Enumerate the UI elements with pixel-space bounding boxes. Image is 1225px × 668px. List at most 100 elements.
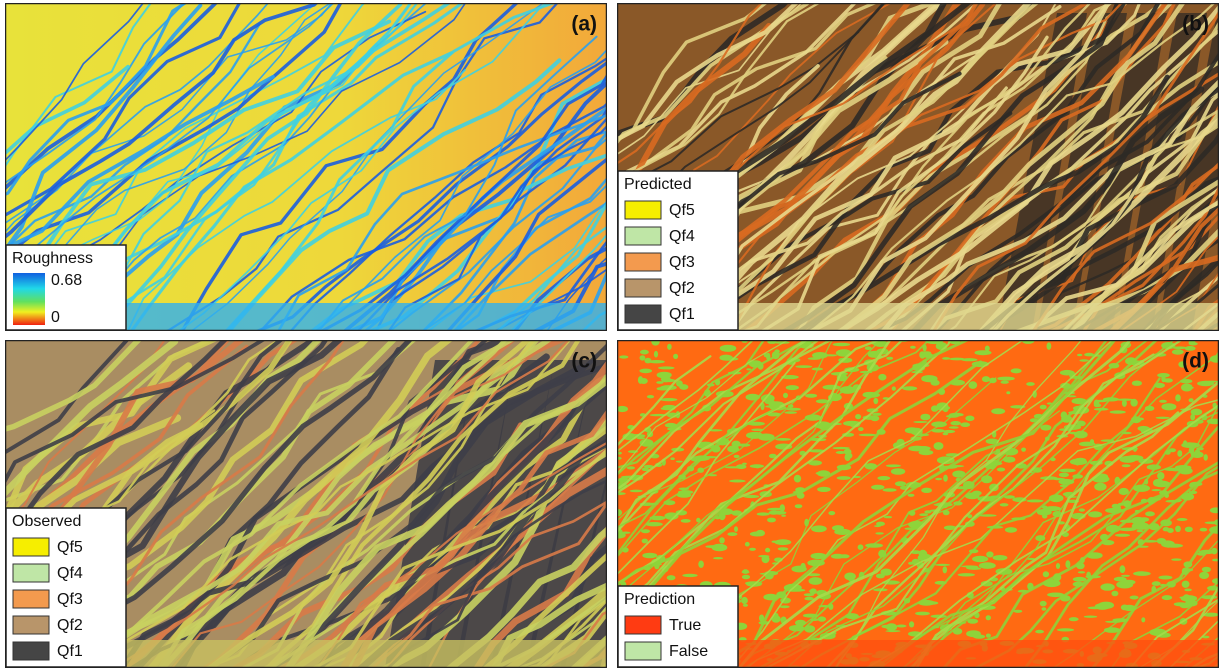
- map-speckle: [741, 597, 748, 604]
- map-speckle: [1130, 596, 1139, 600]
- map-speckle: [786, 385, 799, 390]
- map-speckle: [891, 468, 905, 475]
- map-speckle: [781, 515, 786, 517]
- map-speckle: [1184, 589, 1192, 592]
- map-speckle: [921, 375, 937, 382]
- map-speckle: [647, 395, 654, 398]
- map-speckle: [1175, 526, 1181, 532]
- map-speckle: [1094, 483, 1106, 491]
- map-speckle: [1141, 617, 1145, 622]
- map-speckle: [816, 472, 829, 475]
- map-speckle: [1156, 417, 1170, 419]
- map-speckle: [986, 615, 991, 620]
- map-speckle: [892, 386, 896, 390]
- map-speckle: [991, 408, 1005, 414]
- map-speckle: [805, 394, 817, 398]
- map-speckle: [1079, 359, 1088, 362]
- legend-swatch: [625, 227, 661, 245]
- map-speckle: [1197, 381, 1214, 386]
- map-speckle: [667, 575, 676, 580]
- map-speckle: [1040, 601, 1047, 607]
- legend-title: Roughness: [12, 250, 93, 267]
- map-speckle: [960, 422, 970, 427]
- legend-swatch: [625, 201, 661, 219]
- map-speckle: [1078, 571, 1085, 573]
- map-speckle: [997, 377, 1015, 381]
- legend-swatch: [13, 642, 49, 660]
- map-speckle: [855, 414, 861, 419]
- map-speckle: [736, 464, 747, 469]
- legend-swatch: [13, 538, 49, 556]
- map-speckle: [1000, 503, 1009, 506]
- map-speckle: [732, 441, 741, 448]
- map-speckle: [640, 350, 649, 355]
- map-speckle: [1177, 518, 1188, 521]
- map-speckle: [1001, 381, 1009, 384]
- map-speckle: [949, 358, 965, 361]
- map-speckle: [950, 421, 961, 425]
- map-speckle: [676, 461, 683, 463]
- colorbar-min: 0: [51, 309, 60, 326]
- legend-title: Observed: [12, 513, 81, 530]
- map-speckle: [1212, 559, 1220, 562]
- legend-label: Qf2: [57, 617, 83, 634]
- map-speckle: [1119, 528, 1136, 532]
- map-speckle: [1151, 489, 1161, 491]
- map-speckle: [1057, 628, 1074, 631]
- map-speckle: [1043, 571, 1049, 577]
- map-speckle: [720, 345, 737, 352]
- legend-label: Qf3: [57, 591, 83, 608]
- map-speckle: [968, 381, 977, 389]
- panel-label: (b): [1182, 13, 1209, 36]
- map-speckle: [1179, 597, 1188, 599]
- map-speckle: [765, 548, 770, 553]
- map-speckle: [1171, 558, 1181, 560]
- map-speckle: [949, 426, 959, 429]
- map-speckle: [1120, 565, 1126, 573]
- colorbar-max: 0.68: [51, 272, 82, 289]
- map-speckle: [1161, 403, 1176, 410]
- map-speckle: [780, 605, 790, 608]
- map-speckle: [773, 511, 787, 515]
- map-speckle: [1069, 432, 1077, 435]
- map-speckle: [1163, 527, 1170, 531]
- map-speckle: [1162, 595, 1172, 600]
- map-speckle: [1159, 400, 1167, 403]
- map-speckle: [935, 478, 942, 480]
- map-speckle: [883, 488, 897, 492]
- map-speckle: [698, 561, 704, 568]
- map-speckle: [1204, 454, 1208, 461]
- map-speckle: [656, 381, 663, 384]
- map-speckle: [1189, 398, 1194, 402]
- map-speckle: [1145, 511, 1155, 516]
- map-speckle: [1026, 382, 1035, 386]
- map-speckle: [1132, 381, 1142, 386]
- map-speckle: [968, 567, 981, 570]
- map-speckle: [794, 475, 801, 483]
- map-speckle: [734, 455, 740, 458]
- map-speckle: [1006, 391, 1010, 394]
- map-speckle: [1202, 567, 1211, 573]
- map-speckle: [1210, 507, 1221, 513]
- map-speckle: [1121, 605, 1129, 611]
- map-speckle: [966, 630, 981, 637]
- map-speckle: [1047, 342, 1052, 349]
- map-speckle: [670, 457, 674, 460]
- map-speckle: [1133, 571, 1151, 576]
- map-speckle: [1060, 370, 1074, 376]
- map-speckle: [713, 557, 723, 559]
- map-speckle: [1011, 368, 1022, 373]
- legend-label: Qf3: [669, 254, 695, 271]
- map-speckle: [934, 442, 944, 450]
- map-speckle: [896, 625, 906, 628]
- map-speckle: [742, 575, 750, 580]
- map-speckle: [772, 541, 778, 543]
- map-speckle: [642, 553, 657, 559]
- map-speckle: [828, 511, 835, 515]
- legend-label: True: [669, 617, 701, 634]
- map-speckle: [1157, 472, 1164, 480]
- map-speckle: [1065, 560, 1070, 568]
- map-speckle: [767, 518, 776, 523]
- map-speckle: [919, 450, 934, 455]
- map-speckle: [1157, 538, 1167, 544]
